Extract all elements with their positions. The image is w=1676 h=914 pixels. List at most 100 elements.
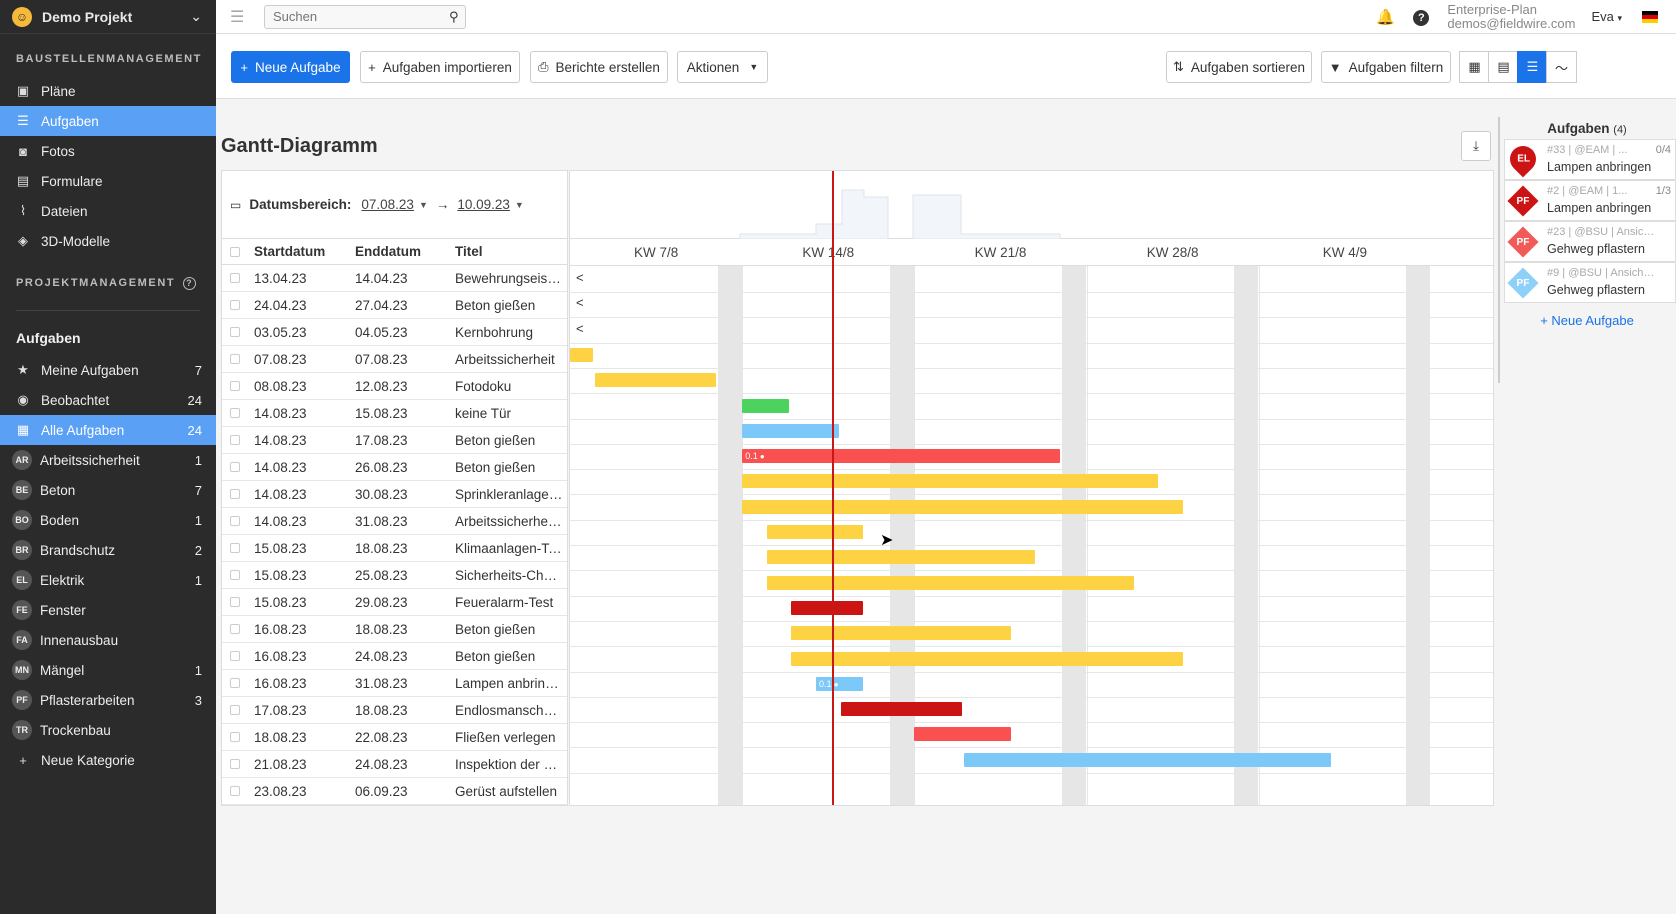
row-checkbox[interactable] (230, 759, 240, 769)
row-checkbox[interactable] (230, 435, 240, 445)
project-switcher[interactable]: ☺ Demo Projekt ⌄ (0, 0, 216, 34)
gantt-bar[interactable] (791, 626, 1011, 641)
language-flag-icon[interactable] (1642, 10, 1658, 23)
gantt-bar[interactable]: 0.1 ● (816, 676, 864, 691)
row-checkbox[interactable] (230, 273, 240, 283)
row-checkbox[interactable] (230, 300, 240, 310)
gantt-bar[interactable] (791, 651, 1183, 666)
table-row[interactable]: 24.04.23 27.04.23 Beton gießen (222, 292, 567, 319)
grid-view-icon[interactable]: ▦ (1459, 51, 1490, 83)
gantt-bar[interactable]: 0.1 ● (742, 449, 1060, 464)
column-end[interactable]: Enddatum (355, 244, 421, 259)
table-row[interactable]: 16.08.23 24.08.23 Beton gießen (222, 643, 567, 670)
row-checkbox[interactable] (230, 327, 240, 337)
actions-dropdown[interactable]: Aktionen ▼ (677, 51, 768, 83)
table-row[interactable]: 14.08.23 30.08.23 Sprinkleranlagen-... (222, 481, 567, 508)
table-row[interactable]: 15.08.23 29.08.23 Feueralarm-Test (222, 589, 567, 616)
calendar-view-icon[interactable]: ▤ (1488, 51, 1519, 83)
table-row[interactable]: 18.08.23 22.08.23 Fließen verlegen (222, 724, 567, 751)
help-circle-icon[interactable]: ? (1403, 8, 1439, 26)
download-icon[interactable]: ⤓ (1461, 131, 1491, 161)
earlier-task-arrow-icon[interactable]: < (576, 320, 584, 336)
select-all-checkbox[interactable] (230, 246, 240, 257)
gantt-bar[interactable] (963, 752, 1331, 767)
table-row[interactable]: 21.08.23 24.08.23 Inspektion der Be... (222, 751, 567, 778)
column-start[interactable]: Startdatum (254, 244, 326, 259)
row-checkbox[interactable] (230, 354, 240, 364)
row-checkbox[interactable] (230, 624, 240, 634)
search-box[interactable]: ⚲ (264, 4, 466, 29)
caret-down-icon[interactable]: ▼ (514, 199, 524, 210)
sidebar-item-dateien[interactable]: ⌇ Dateien (0, 196, 216, 226)
panel-divider[interactable] (1498, 117, 1500, 383)
date-from[interactable]: 07.08.23 (361, 197, 414, 212)
row-checkbox[interactable] (230, 381, 240, 391)
table-row[interactable]: 07.08.23 07.08.23 Arbeitssicherheit (222, 346, 567, 373)
gantt-bar[interactable] (570, 347, 593, 362)
row-checkbox[interactable] (230, 597, 240, 607)
table-row[interactable]: 13.04.23 14.04.23 Bewehrungseisen... (222, 265, 567, 292)
sidebar-item-formulare[interactable]: ▤ Formulare (0, 166, 216, 196)
row-checkbox[interactable] (230, 408, 240, 418)
gantt-bar[interactable] (791, 600, 864, 615)
row-checkbox[interactable] (230, 786, 240, 796)
gantt-bar[interactable] (594, 373, 716, 388)
column-title[interactable]: Titel (455, 244, 483, 259)
table-row[interactable]: 08.08.23 12.08.23 Fotodoku (222, 373, 567, 400)
sidebar-item-pläne[interactable]: ▣ Pläne (0, 76, 216, 106)
earlier-task-arrow-icon[interactable]: < (576, 270, 584, 285)
bell-icon[interactable]: 🔔 (1376, 8, 1395, 26)
category-item-tr[interactable]: TR Trockenbau (0, 715, 216, 745)
chart-view-icon[interactable]: 〜 (1546, 51, 1577, 83)
gantt-bar[interactable] (766, 575, 1134, 590)
table-row[interactable]: 23.08.23 06.09.23 Gerüst aufstellen (222, 778, 567, 805)
panel-task-card[interactable]: PF #2 | @EAM | 1... 1/3 Lampen anbringen (1504, 180, 1676, 221)
caret-down-icon[interactable]: ▼ (418, 199, 428, 210)
table-row[interactable]: 15.08.23 25.08.23 Sicherheits-Chec... (222, 562, 567, 589)
panel-task-card[interactable]: EL #33 | @EAM | ... 0/4 Lampen anbringen (1504, 139, 1676, 180)
category-item-pf[interactable]: PF Pflasterarbeiten 3 (0, 685, 216, 715)
category-item-el[interactable]: EL Elektrik 1 (0, 565, 216, 595)
row-checkbox[interactable] (230, 516, 240, 526)
row-checkbox[interactable] (230, 678, 240, 688)
table-row[interactable]: 15.08.23 18.08.23 Klimaanlagen-Tes... (222, 535, 567, 562)
panel-task-card[interactable]: PF #23 | @BSU | Ansicht_... Gehweg pflaste… (1504, 221, 1676, 262)
table-row[interactable]: 14.08.23 17.08.23 Beton gießen (222, 427, 567, 454)
category-item-bo[interactable]: BO Boden 1 (0, 505, 216, 535)
hamburger-menu-icon[interactable]: ☰ (230, 8, 245, 26)
row-checkbox[interactable] (230, 543, 240, 553)
table-row[interactable]: 17.08.23 18.08.23 Endlosmanschett... (222, 697, 567, 724)
new-category-button[interactable]: + Neue Kategorie (0, 745, 216, 775)
table-row[interactable]: 16.08.23 31.08.23 Lampen anbringe... (222, 670, 567, 697)
gantt-bar[interactable] (742, 423, 839, 438)
date-to[interactable]: 10.09.23 (457, 197, 510, 212)
category-item-fe[interactable]: FE Fenster (0, 595, 216, 625)
help-icon[interactable]: ? (183, 276, 197, 290)
row-checkbox[interactable] (230, 570, 240, 580)
category-item-br[interactable]: BR Brandschutz 2 (0, 535, 216, 565)
sidebar-item-3d-modelle[interactable]: ◈ 3D-Modelle (0, 226, 216, 256)
panel-new-task-link[interactable]: + Neue Aufgabe (1540, 313, 1634, 328)
import-tasks-button[interactable]: + Aufgaben importieren (360, 51, 520, 83)
gantt-bar[interactable] (914, 727, 1011, 742)
user-menu[interactable]: Eva ▾ (1591, 9, 1622, 24)
sidebar-item-fotos[interactable]: ◙ Fotos (0, 136, 216, 166)
earlier-task-arrow-icon[interactable]: < (576, 295, 584, 311)
search-icon[interactable]: ⚲ (449, 8, 459, 24)
search-input[interactable] (273, 9, 449, 24)
category-item-mn[interactable]: MN Mängel 1 (0, 655, 216, 685)
gantt-bar[interactable] (742, 499, 1183, 514)
gantt-view-icon[interactable]: ☰ (1517, 51, 1548, 83)
gantt-bar[interactable] (742, 474, 1159, 489)
table-row[interactable]: 14.08.23 26.08.23 Beton gießen (222, 454, 567, 481)
sidebar-item-aufgaben[interactable]: ☰ Aufgaben (0, 106, 216, 136)
sort-tasks-button[interactable]: ⇅ Aufgaben sortieren (1166, 51, 1312, 83)
gantt-bar[interactable] (766, 550, 1036, 565)
chevron-down-icon[interactable]: ⌄ (190, 8, 202, 24)
category-item-be[interactable]: BE Beton 7 (0, 475, 216, 505)
panel-task-card[interactable]: PF #9 | @BSU | Ansicht_NO Gehweg pflastern (1504, 262, 1676, 303)
filter-item-alle-aufgaben[interactable]: ▦ Alle Aufgaben 24 (0, 415, 216, 445)
gantt-bar[interactable] (840, 702, 962, 717)
row-checkbox[interactable] (230, 489, 240, 499)
row-checkbox[interactable] (230, 651, 240, 661)
